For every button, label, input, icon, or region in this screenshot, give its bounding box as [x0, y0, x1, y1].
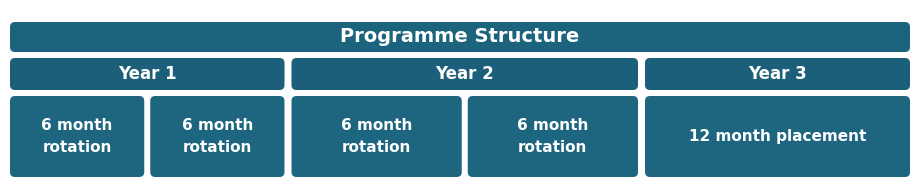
- Text: 12 month placement: 12 month placement: [688, 129, 866, 144]
- Text: Year 1: Year 1: [118, 65, 176, 83]
- FancyBboxPatch shape: [644, 96, 909, 177]
- Text: Year 3: Year 3: [747, 65, 806, 83]
- Text: 6 month
rotation: 6 month rotation: [516, 119, 588, 154]
- FancyBboxPatch shape: [150, 96, 284, 177]
- Text: 6 month
rotation: 6 month rotation: [181, 119, 253, 154]
- FancyBboxPatch shape: [644, 58, 909, 90]
- FancyBboxPatch shape: [467, 96, 637, 177]
- FancyBboxPatch shape: [10, 96, 144, 177]
- Text: Year 2: Year 2: [435, 65, 494, 83]
- Text: Programme Structure: Programme Structure: [340, 28, 579, 46]
- FancyBboxPatch shape: [10, 58, 284, 90]
- Text: 6 month
rotation: 6 month rotation: [41, 119, 113, 154]
- FancyBboxPatch shape: [291, 96, 461, 177]
- FancyBboxPatch shape: [291, 58, 637, 90]
- Text: 6 month
rotation: 6 month rotation: [341, 119, 412, 154]
- FancyBboxPatch shape: [10, 22, 909, 52]
